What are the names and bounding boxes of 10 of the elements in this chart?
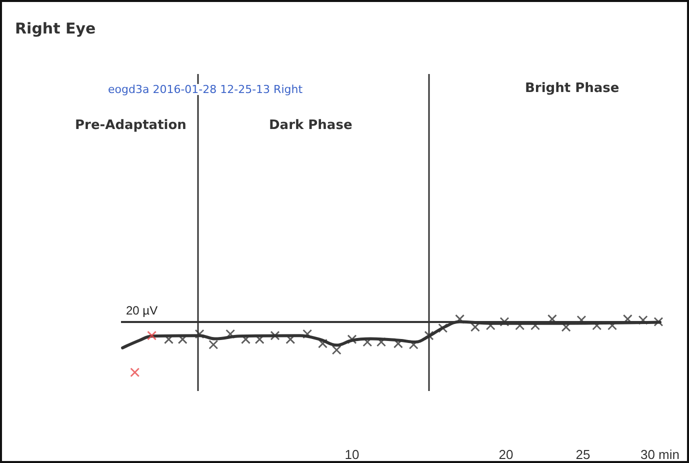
chart-title: Right Eye [15,20,96,38]
text: Pre-Adaptation [75,118,186,133]
text: eogd3a 2016-01-28 12-25-13 Right [108,83,304,96]
x-tick-label: 10 [344,447,360,462]
text: Dark Phase [269,118,352,133]
x-tick-label: 30 min [640,447,680,462]
x-tick-label: 20 [498,447,514,462]
ref-line-label: 20 µV [126,304,158,318]
x-tick-label: 25 [576,447,590,462]
text: Bright Phase [525,81,620,96]
